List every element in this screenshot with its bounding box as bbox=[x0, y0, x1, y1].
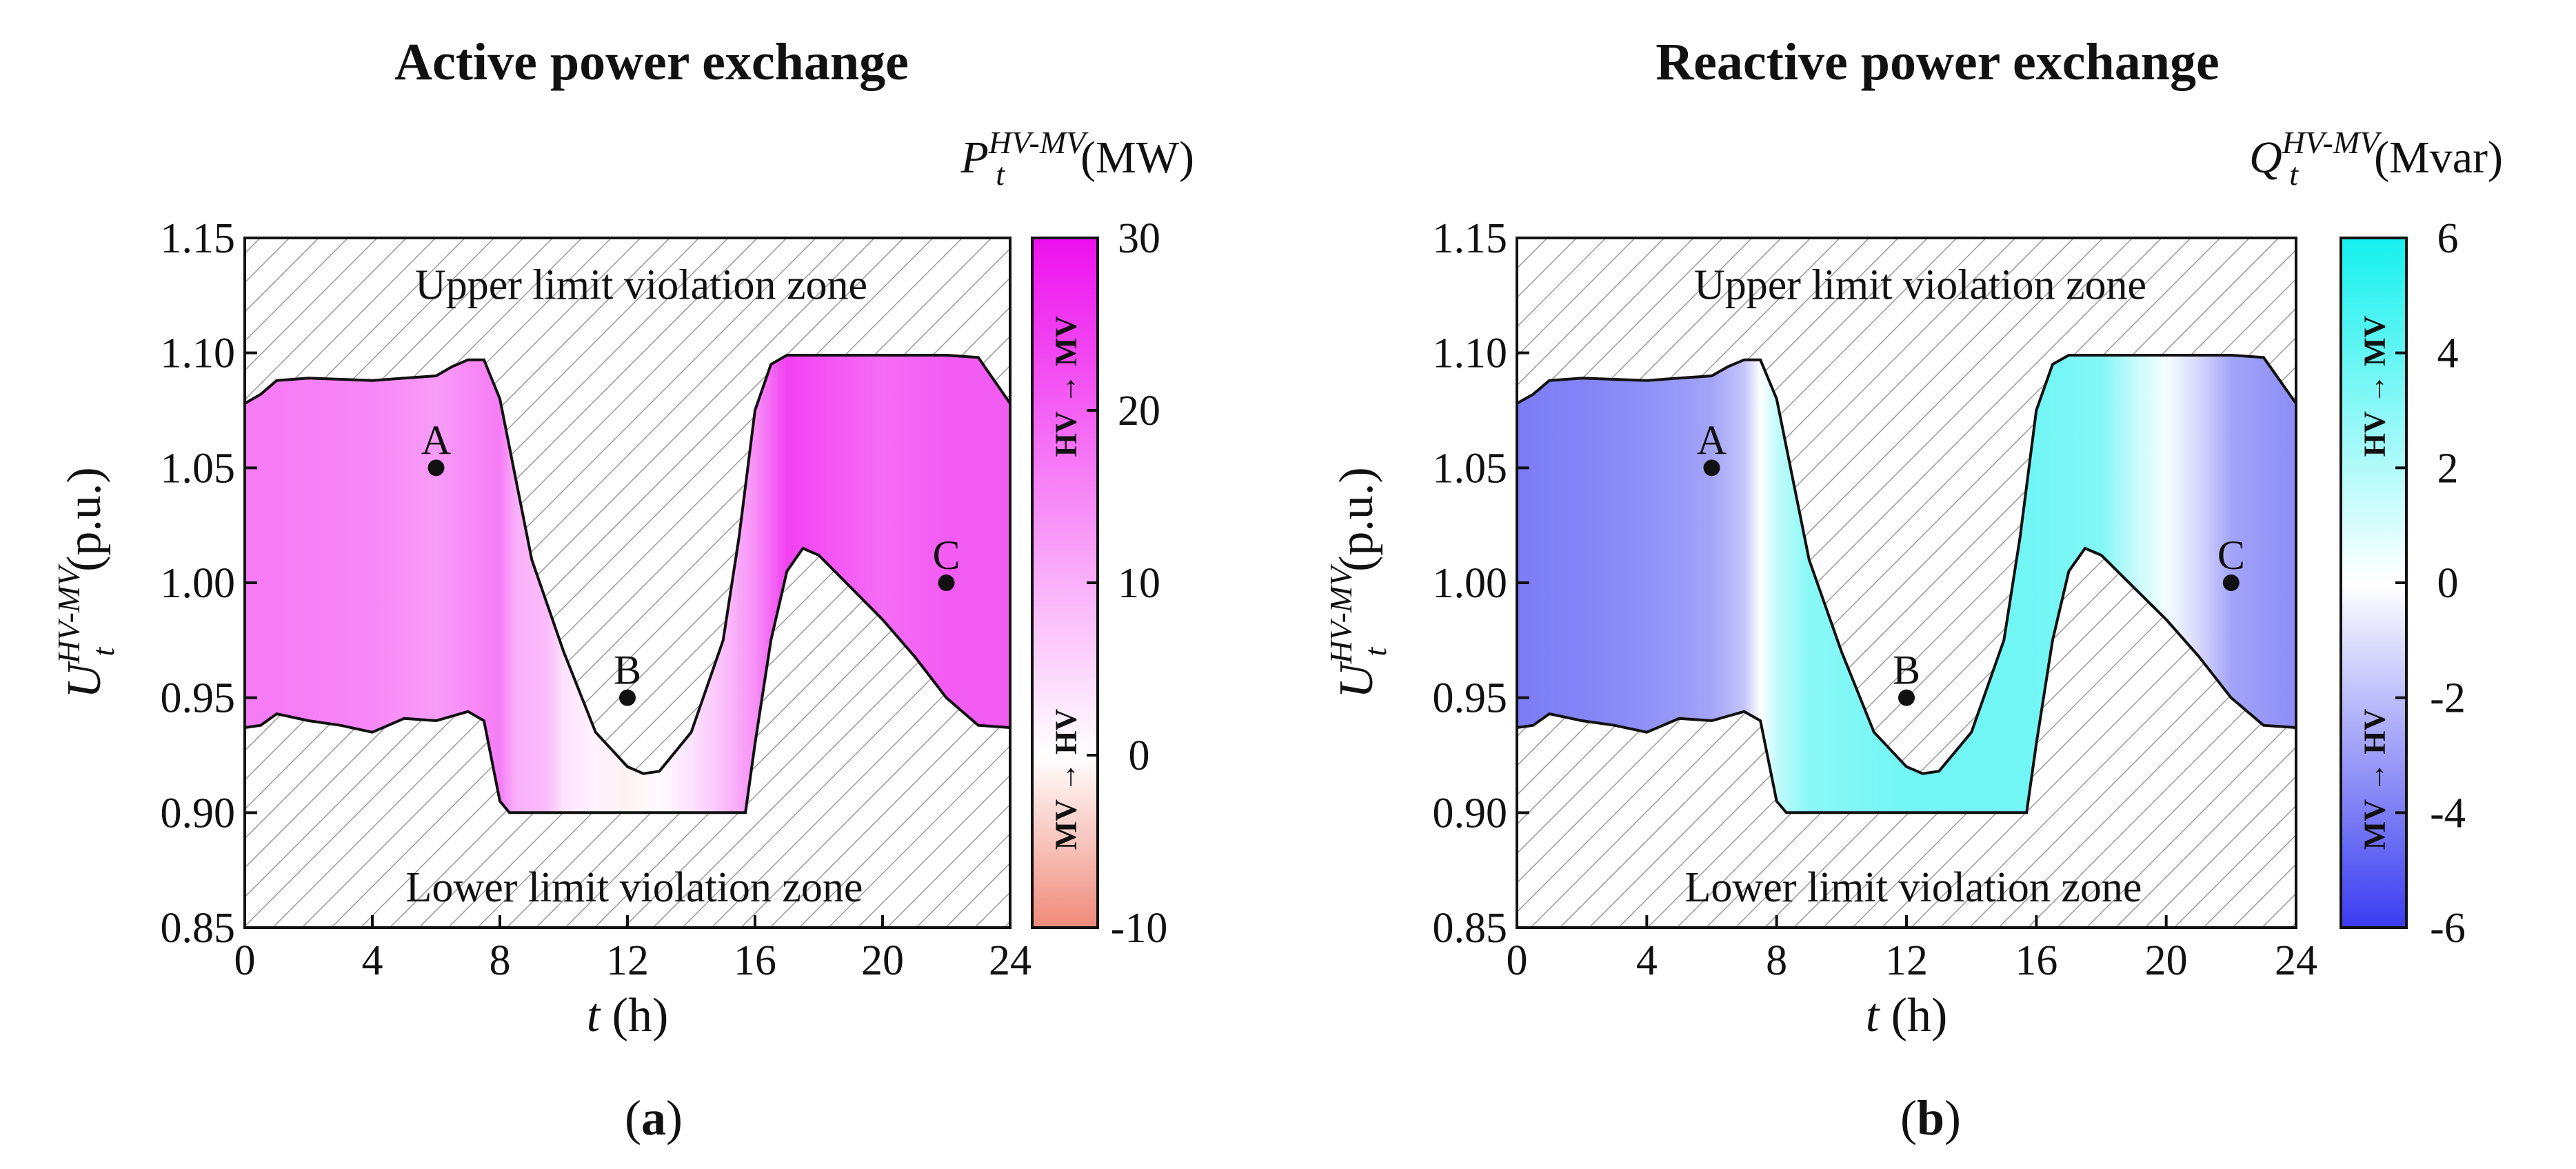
upper-zone-label: Upper limit violation zone bbox=[415, 262, 867, 309]
colorbar-tick-label: 4 bbox=[2437, 330, 2459, 377]
operating-point-label: A bbox=[421, 417, 451, 463]
chart-panel-a: 1.151.101.051.000.950.900.850 4 8 12 16 20 24U… bbox=[51, 33, 1194, 1146]
x-tick-label: 16 bbox=[2015, 937, 2057, 984]
y-tick-label: 1.15 bbox=[161, 215, 236, 262]
chart-title: Active power exchange bbox=[394, 33, 909, 91]
colorbar-tick-label: -2 bbox=[2430, 675, 2466, 722]
upper-boundary-line bbox=[244, 354, 1012, 775]
upper-zone-label: Upper limit violation zone bbox=[1694, 262, 2146, 309]
colorbar-tick-label: 6 bbox=[2437, 215, 2459, 262]
x-tick-label: 24 bbox=[2275, 937, 2317, 984]
x-axis-label: t (h) bbox=[1866, 989, 1948, 1042]
colorbar-tick-label: 20 bbox=[1118, 388, 1160, 434]
operating-point-b bbox=[1898, 689, 1915, 706]
x-tick-label: 4 bbox=[362, 937, 383, 984]
colorbar-tick-label: 10 bbox=[1118, 560, 1160, 607]
y-tick-label: 1.15 bbox=[1433, 215, 1508, 262]
x-tick-label: 12 bbox=[1885, 937, 1928, 984]
x-axis-label: t (h) bbox=[587, 989, 669, 1042]
y-tick-label: 0.95 bbox=[1433, 675, 1508, 722]
colorbar-bottom-direction: MV → HV bbox=[1049, 709, 1083, 850]
x-tick-label: 4 bbox=[1636, 937, 1658, 984]
colorbar-tick-label: -4 bbox=[2430, 790, 2466, 837]
x-tick-label: 16 bbox=[734, 937, 776, 984]
x-tick-label: 8 bbox=[490, 937, 511, 984]
lower-boundary-line bbox=[244, 546, 1011, 815]
y-tick-label: 1.05 bbox=[1433, 445, 1508, 492]
upper-boundary-line bbox=[1516, 354, 2297, 775]
x-tick-label: 0 bbox=[1507, 937, 1528, 984]
y-tick-label: 0.85 bbox=[161, 905, 236, 952]
y-tick-label: 1.00 bbox=[161, 560, 236, 607]
operating-point-label: C bbox=[932, 532, 960, 578]
lower-boundary-line bbox=[1516, 546, 2297, 815]
y-tick-label: 0.95 bbox=[161, 675, 236, 722]
x-tick-label: 8 bbox=[1766, 937, 1787, 984]
operating-point-b bbox=[619, 689, 636, 706]
y-tick-label: 1.05 bbox=[161, 445, 236, 492]
operating-point-c bbox=[938, 574, 955, 591]
operating-point-a bbox=[427, 459, 445, 477]
operating-point-c bbox=[2222, 574, 2240, 591]
operating-point-label: B bbox=[614, 648, 641, 693]
y-tick-label: 0.85 bbox=[1433, 905, 1508, 952]
operating-point-label: C bbox=[2217, 532, 2245, 578]
colorbar-tick-label: 0 bbox=[1129, 732, 1150, 779]
colorbar-tick-label: -10 bbox=[1111, 905, 1168, 952]
operating-point-a bbox=[1703, 459, 1720, 477]
y-tick-label: 0.90 bbox=[1433, 790, 1508, 837]
y-tick-label: 1.10 bbox=[1433, 330, 1508, 377]
lower-zone-label: Lower limit violation zone bbox=[406, 864, 863, 911]
panel-label: (a) bbox=[625, 1090, 683, 1146]
colorbar-tick-label: 2 bbox=[2437, 445, 2459, 492]
colorbar-top-direction: HV → MV bbox=[1049, 316, 1083, 457]
y-tick-label: 0.90 bbox=[161, 790, 236, 837]
colorbar-top-direction: HV → MV bbox=[2358, 316, 2392, 457]
chart-title: Reactive power exchange bbox=[1656, 33, 2219, 91]
colorbar-tick-label: -6 bbox=[2430, 905, 2466, 952]
operating-point-label: B bbox=[1893, 648, 1920, 693]
colorbar-tick-label: 30 bbox=[1118, 215, 1160, 262]
x-tick-label: 12 bbox=[606, 937, 649, 984]
x-tick-label: 0 bbox=[234, 937, 256, 984]
y-tick-label: 1.00 bbox=[1433, 560, 1508, 607]
x-tick-label: 24 bbox=[989, 937, 1032, 984]
y-axis-label: UHV-MVt(p.u.) bbox=[1323, 467, 1393, 698]
operating-point-label: A bbox=[1697, 417, 1727, 463]
y-axis-label: UHV-MVt(p.u.) bbox=[51, 467, 121, 698]
colorbar-bottom-direction: MV → HV bbox=[2358, 709, 2392, 850]
colorbar-label: PHV-MV t (MW) bbox=[960, 125, 1194, 192]
colorbar-label: QHV-MV t (Mvar) bbox=[2249, 125, 2503, 192]
lower-zone-label: Lower limit violation zone bbox=[1685, 864, 2142, 911]
colorbar-tick-label: 0 bbox=[2437, 560, 2459, 607]
y-tick-label: 1.10 bbox=[161, 330, 236, 377]
panel-label: (b) bbox=[1900, 1090, 1961, 1146]
chart-panel-b: 1.151.101.051.000.950.900.850 4 8 12 16 20 24U… bbox=[1323, 33, 2503, 1146]
x-tick-label: 20 bbox=[2145, 937, 2188, 984]
x-tick-label: 20 bbox=[861, 937, 904, 984]
